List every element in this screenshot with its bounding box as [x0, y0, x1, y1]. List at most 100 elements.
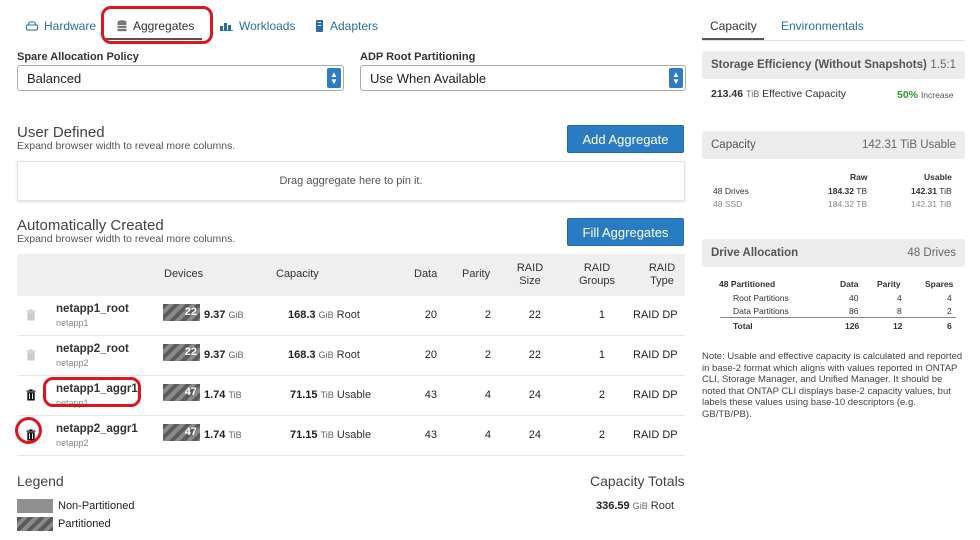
capacity-row-raw-unit: TB [856, 199, 868, 209]
capacity-row-usable: 142.31 TiB [911, 186, 952, 196]
capacity-value: 168.3 [288, 309, 316, 321]
spare-policy-label: Spare Allocation Policy [17, 51, 139, 63]
effective-capacity-label: Effective Capacity [762, 88, 846, 100]
tab-workloads-label: Workloads [239, 19, 296, 33]
parity-count: 2 [484, 349, 491, 361]
pin-dropzone[interactable]: Drag aggregate here to pin it. [17, 161, 685, 201]
capacity-row-usable-value: 142.31 [911, 186, 937, 196]
auto-created-note: Expand browser width to reveal more colu… [17, 233, 236, 245]
device-size-value: 9.37 [204, 309, 226, 321]
legend-title: Legend [17, 473, 64, 489]
device-size: 1.74 TiB [204, 389, 242, 401]
capacity-col-usable: Usable [924, 172, 952, 182]
trash-icon[interactable] [26, 309, 36, 321]
efficiency-increase: 50% Increase [897, 89, 954, 101]
raid-size: 22 [528, 349, 541, 361]
storage-efficiency-title: Storage Efficiency (Without Snapshots) [711, 59, 927, 71]
trash-icon[interactable] [26, 389, 36, 401]
device-size-value: 9.37 [204, 349, 226, 361]
col-data: Data [414, 268, 438, 280]
aggregate-name: netapp1_root [56, 303, 129, 315]
raid-type: RAID DP [633, 309, 678, 321]
raid-size: 22 [528, 309, 541, 321]
drive-row-label: Total [733, 321, 753, 331]
raid-groups: 1 [598, 349, 605, 361]
drive-col-parity: Parity [877, 279, 901, 289]
adapter-icon [316, 20, 323, 32]
devices-bar: 47 [163, 384, 200, 401]
col-raid-groups-line1: RAID [583, 262, 611, 274]
capacity-totals-unit: GiB [632, 501, 648, 511]
node-name: netapp1 [56, 398, 89, 408]
device-size-unit: GiB [228, 310, 244, 320]
col-raid-size-line1: RAID [516, 262, 544, 274]
capacity-card-title: Capacity [711, 139, 756, 151]
col-raid-size: RAID Size [515, 262, 545, 288]
adp-root-select[interactable]: Use When Available ▲ ▼ [360, 65, 686, 91]
table-row[interactable]: netapp2_root netapp2 22 9.37 GiB 168.3 G… [17, 336, 685, 376]
col-raid-groups-line2: Groups [578, 275, 616, 287]
add-aggregate-button[interactable]: Add Aggregate [567, 125, 684, 153]
node-name: netapp2 [56, 438, 89, 448]
col-devices: Devices [164, 268, 204, 280]
aggregates-table-header: Devices Capacity Data Parity RAID Size R… [17, 254, 685, 296]
col-raid-groups: RAID Groups [577, 262, 617, 288]
tab-aggregates-label: Aggregates [133, 19, 195, 33]
capacity-cell: 168.3 GiB Root [288, 349, 360, 361]
legend-swatch-partitioned [17, 517, 53, 531]
drive-row-parity: 8 [897, 306, 902, 316]
tab-environmentals[interactable]: Environmentals [781, 19, 864, 33]
tab-aggregates[interactable]: Aggregates [117, 12, 194, 40]
drive-row-data: 126 [845, 321, 860, 331]
table-row[interactable]: netapp2_aggr1 netapp2 47 1.74 TiB 71.15 … [17, 416, 685, 456]
capacity-kind: Usable [336, 429, 372, 441]
fill-aggregates-button[interactable]: Fill Aggregates [567, 218, 684, 246]
capacity-cell: 71.15 TiB Usable [290, 429, 371, 441]
aggregate-name: netapp2_root [56, 343, 129, 355]
drive-allocation-head: 48 Partitioned [719, 279, 776, 289]
data-count: 43 [424, 429, 437, 441]
capacity-row-raw: 184.32 TB [828, 199, 867, 209]
capacity-note: Note: Usable and effective capacity is c… [702, 351, 963, 420]
tab-workloads[interactable]: Workloads [220, 12, 295, 40]
adp-root-label: ADP Root Partitioning [360, 51, 476, 63]
col-raid-type: RAID Type [647, 262, 677, 288]
parity-count: 4 [484, 389, 491, 401]
capacity-value: 71.15 [290, 429, 318, 441]
capacity-unit: TiB [320, 430, 334, 440]
devices-bar: 47 [163, 424, 200, 441]
raid-groups: 1 [598, 309, 605, 321]
table-row[interactable]: netapp1_root netapp1 22 9.37 GiB 168.3 G… [17, 296, 685, 336]
table-row[interactable]: netapp1_aggr1 netapp1 47 1.74 TiB 71.15 … [17, 376, 685, 416]
tab-adapters-label: Adapters [330, 19, 379, 33]
tab-hardware-label: Hardware [44, 19, 97, 33]
tab-hardware[interactable]: Hardware [26, 12, 96, 40]
drive-row-label: Root Partitions [733, 293, 789, 303]
bar-chart-icon [220, 23, 233, 31]
capacity-totals-value: 336.59 GiB Root [596, 500, 674, 512]
legend-swatch-non-partitioned [17, 499, 53, 513]
capacity-row-usable-value: 142.31 [911, 199, 937, 209]
spare-policy-select[interactable]: Balanced ▲ ▼ [17, 65, 344, 91]
tab-capacity[interactable]: Capacity [710, 19, 757, 33]
devices-bar: 22 [163, 304, 200, 321]
tab-adapters[interactable]: Adapters [315, 12, 378, 40]
capacity-row-usable-unit: TiB [939, 186, 952, 196]
select-spinner-icon: ▲ ▼ [669, 68, 683, 88]
node-name: netapp1 [56, 318, 89, 328]
device-size: 9.37 GiB [204, 309, 244, 321]
data-count: 20 [424, 309, 437, 321]
device-size-value: 1.74 [204, 389, 226, 401]
select-spinner-icon: ▲ ▼ [327, 68, 341, 88]
col-parity: Parity [462, 268, 491, 280]
database-icon [117, 20, 127, 32]
trash-icon[interactable] [26, 429, 36, 441]
increase-percent: 50% [897, 89, 919, 101]
capacity-kind: Root [336, 309, 360, 321]
capacity-totals-kind: Root [650, 500, 675, 512]
user-defined-title: User Defined [17, 124, 105, 141]
trash-icon[interactable] [26, 349, 36, 361]
capacity-row-usable-unit: TiB [939, 199, 952, 209]
raid-type: RAID DP [633, 389, 678, 401]
hard-drive-icon [26, 21, 38, 31]
